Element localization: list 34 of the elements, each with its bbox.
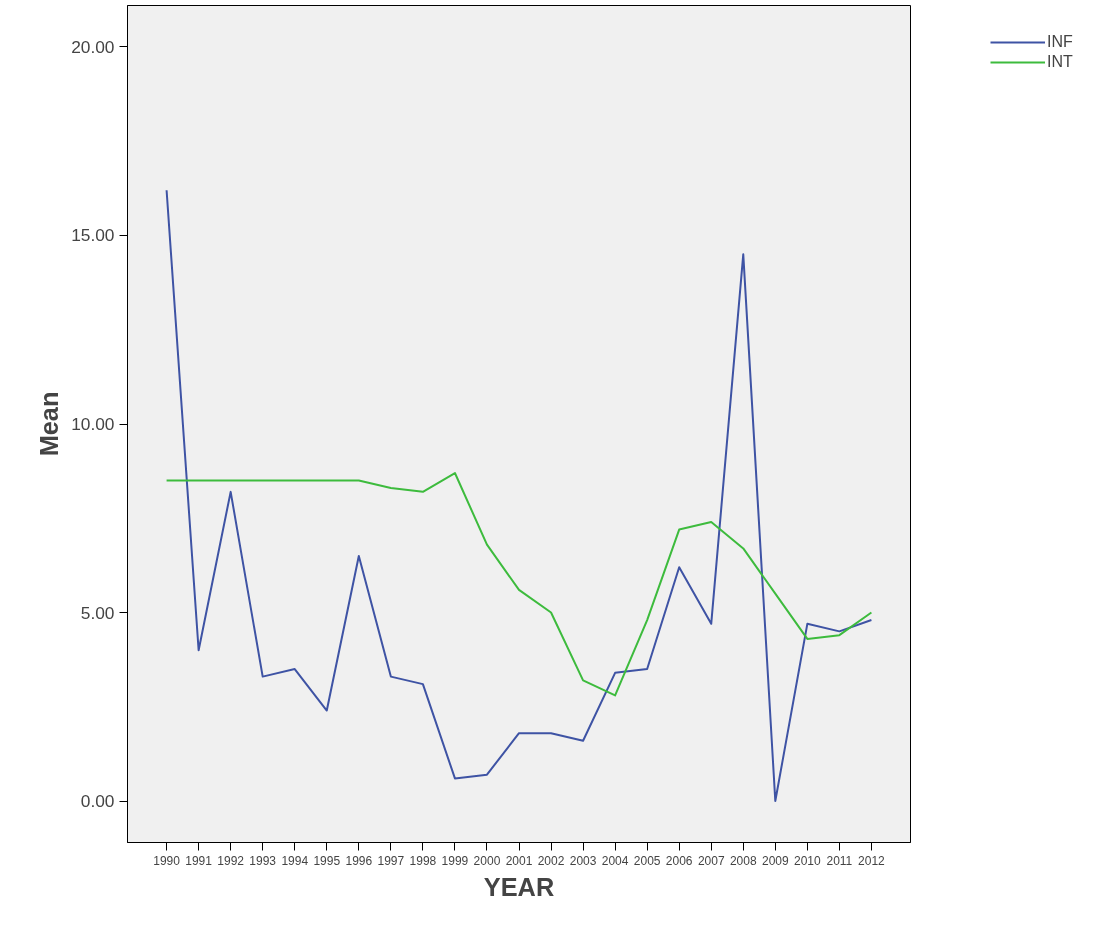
x-tick-label: 2001 bbox=[505, 853, 533, 868]
x-tick-label: 1999 bbox=[441, 853, 469, 868]
y-tick-label: 0.00 bbox=[80, 791, 115, 812]
x-tick-label: 2005 bbox=[633, 853, 661, 868]
x-tick-label: 1998 bbox=[409, 853, 437, 868]
y-axis-title: Mean bbox=[35, 391, 64, 457]
x-tick-label: 1997 bbox=[377, 853, 405, 868]
y-tick-label: 5.00 bbox=[80, 602, 115, 623]
x-tick-label: 2003 bbox=[569, 853, 597, 868]
line-series bbox=[165, 472, 873, 697]
x-tick-label: 2008 bbox=[729, 853, 757, 868]
legend-label: INF bbox=[1047, 33, 1073, 51]
x-tick-label: 2006 bbox=[665, 853, 693, 868]
y-tick-label: 20.00 bbox=[71, 36, 115, 57]
legend-label: INT bbox=[1047, 53, 1073, 71]
x-tick-label: 2007 bbox=[697, 853, 725, 868]
x-tick-label: 2011 bbox=[826, 853, 853, 868]
line-series bbox=[165, 189, 873, 803]
x-tick-label: 1991 bbox=[185, 853, 213, 868]
x-tick-label: 2004 bbox=[601, 853, 629, 868]
x-tick-label: 1993 bbox=[249, 853, 277, 868]
x-tick-label: 1995 bbox=[313, 853, 341, 868]
x-tick-label: 2000 bbox=[473, 853, 501, 868]
y-tick-label: 10.00 bbox=[71, 414, 115, 434]
y-tick-label: 15.00 bbox=[71, 225, 115, 246]
x-tick-label: 1994 bbox=[281, 853, 309, 868]
x-tick-label: 2010 bbox=[793, 853, 822, 868]
x-tick-label: 2012 bbox=[858, 853, 886, 868]
x-axis-title: YEAR bbox=[483, 872, 555, 901]
x-tick-label: 2002 bbox=[537, 853, 565, 868]
x-tick-label: 2009 bbox=[761, 853, 789, 868]
x-tick-label: 1990 bbox=[153, 853, 181, 868]
x-tick-label: 1992 bbox=[217, 853, 245, 868]
x-tick-label: 1996 bbox=[345, 853, 373, 868]
